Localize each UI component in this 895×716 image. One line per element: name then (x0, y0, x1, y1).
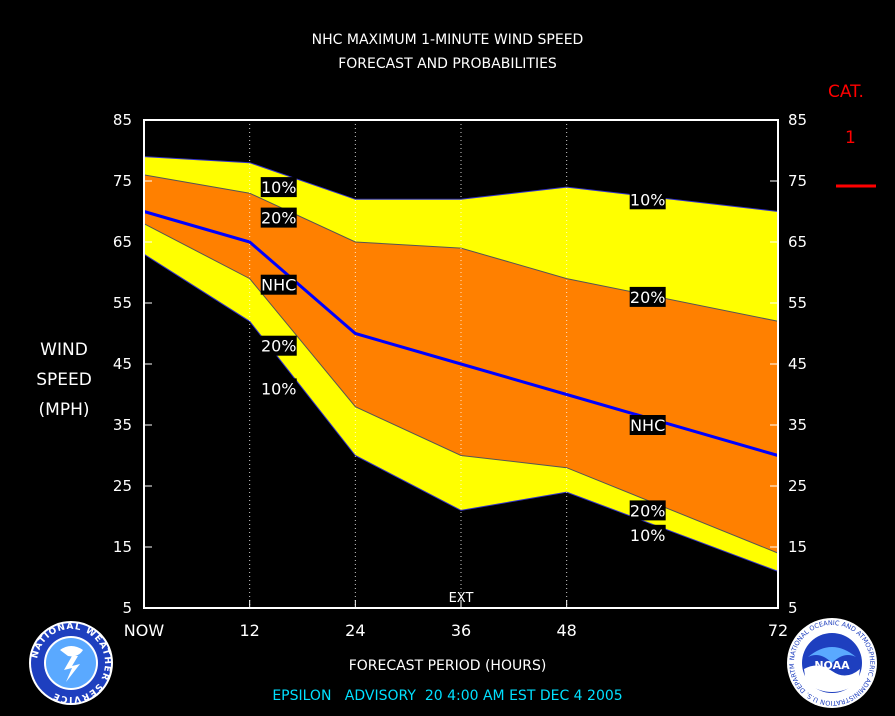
x-axis-title: FORECAST PERIOD (HOURS) (348, 658, 547, 674)
series-label-box (629, 189, 666, 210)
advisory-label: ADVISORY (344, 688, 416, 704)
y-axis-title-line: (MPH) (39, 400, 90, 420)
series-label: 10% (630, 526, 666, 545)
series-line-upper-20 (143, 174, 779, 322)
series-label-box (260, 177, 297, 198)
series-label-box (629, 415, 666, 435)
y-tick-label-right: 45 (788, 355, 807, 373)
chart-title-line2: FORECAST AND PROBABILITIES (338, 56, 557, 72)
series-label: 20% (630, 501, 666, 520)
y-tick-label-right: 35 (788, 416, 807, 434)
y-tick-label-left: 85 (113, 111, 132, 129)
series-label: 20% (261, 337, 297, 356)
series-label: 10% (261, 178, 297, 197)
series-label: NHC (630, 416, 665, 435)
y-axis-title-line: WIND (40, 340, 88, 360)
category-value: 1 (845, 128, 856, 148)
series-line-lower-20 (143, 223, 779, 554)
x-tick-label: NOW (124, 621, 165, 640)
y-tick-label-left: 25 (113, 477, 132, 495)
y-tick-label-right: 85 (788, 111, 807, 129)
category-label: CAT. (828, 82, 864, 102)
series-label-box (260, 274, 297, 295)
advisory-line: EPSILON ADVISORY 20 4:00 AM EST DEC 4 20… (0, 688, 895, 704)
x-tick-label: 12 (239, 621, 259, 640)
y-tick-label-right: 25 (788, 477, 807, 495)
extended-forecast-marker: EXT (449, 591, 474, 606)
nws-logo-icon: NATIONAL WEATHER SERVICE (29, 621, 113, 705)
series-label: 20% (630, 288, 666, 307)
y-tick-label-left: 45 (113, 355, 132, 373)
y-tick-label-left: 15 (113, 538, 132, 556)
series-label: 10% (630, 190, 666, 209)
chart-title-line1: NHC MAXIMUM 1-MINUTE WIND SPEED (311, 32, 584, 48)
y-tick-label-left: 65 (113, 233, 132, 251)
series-label-box (260, 207, 297, 228)
series-label: 10% (261, 379, 297, 398)
y-tick-label-right: 55 (788, 294, 807, 312)
y-tick-label-right: 15 (788, 538, 807, 556)
x-tick-label: 72 (768, 621, 788, 640)
advisory-number: 20 (424, 688, 443, 704)
series-label-box (629, 500, 666, 521)
y-tick-label-right: 75 (788, 172, 807, 190)
noaa-logo-icon: NOAA NATIONAL OCEANIC AND ATMOSPHERIC AD… (786, 617, 877, 708)
advisory-time: 4:00 AM EST DEC 4 2005 (447, 688, 623, 704)
series-label: 20% (261, 209, 297, 228)
y-tick-label-left: 5 (122, 599, 132, 617)
y-tick-label-right: 5 (788, 599, 798, 617)
series-line-upper-10 (143, 156, 779, 212)
y-tick-label-right: 65 (788, 233, 807, 251)
y-tick-label-left: 55 (113, 294, 132, 312)
series-line-lower-10 (143, 253, 779, 572)
series-line-nhc (143, 210, 779, 457)
y-axis-title-line: SPEED (36, 370, 92, 390)
series-label-box (260, 335, 297, 356)
x-tick-label: 48 (556, 621, 576, 640)
noaa-logo-center: NOAA (814, 659, 850, 672)
series-label-box (629, 524, 666, 545)
y-tick-label-left: 35 (113, 416, 132, 434)
series-label-box (260, 378, 297, 399)
y-tick-label-left: 75 (113, 172, 132, 190)
storm-name: EPSILON (272, 688, 332, 704)
series-label-box (629, 286, 666, 307)
x-tick-label: 36 (451, 621, 471, 640)
x-tick-label: 24 (345, 621, 365, 640)
series-label: NHC (261, 276, 296, 295)
